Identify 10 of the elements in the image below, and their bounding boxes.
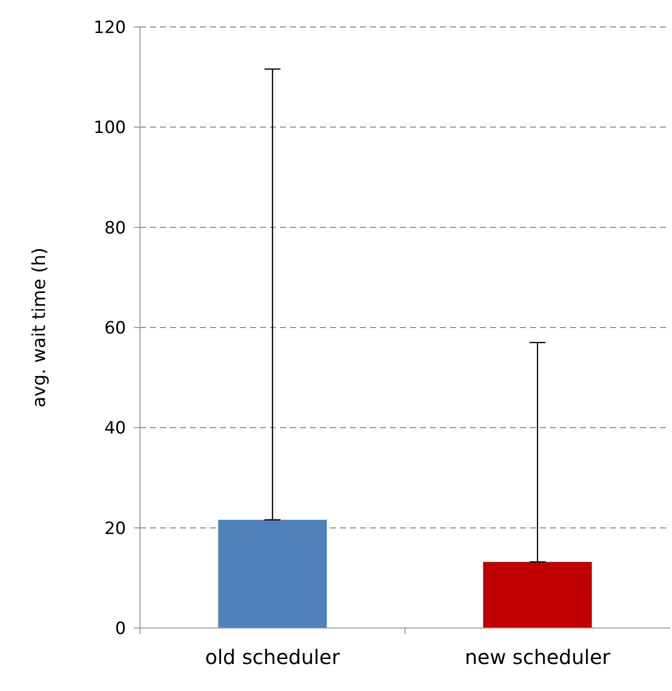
y-tick-label: 0 — [115, 618, 126, 639]
y-tick-label: 80 — [104, 218, 126, 238]
x-tick-label: new scheduler — [464, 645, 612, 669]
y-tick-label: 40 — [104, 418, 126, 439]
x-tick-label: old scheduler — [205, 645, 341, 669]
y-axis-title: avg. wait time (h) — [29, 248, 50, 408]
y-tick-label: 100 — [94, 118, 126, 138]
y-tick-label: 20 — [104, 518, 126, 539]
y-tick-label: 120 — [94, 18, 126, 38]
y-tick-label: 60 — [104, 318, 126, 338]
